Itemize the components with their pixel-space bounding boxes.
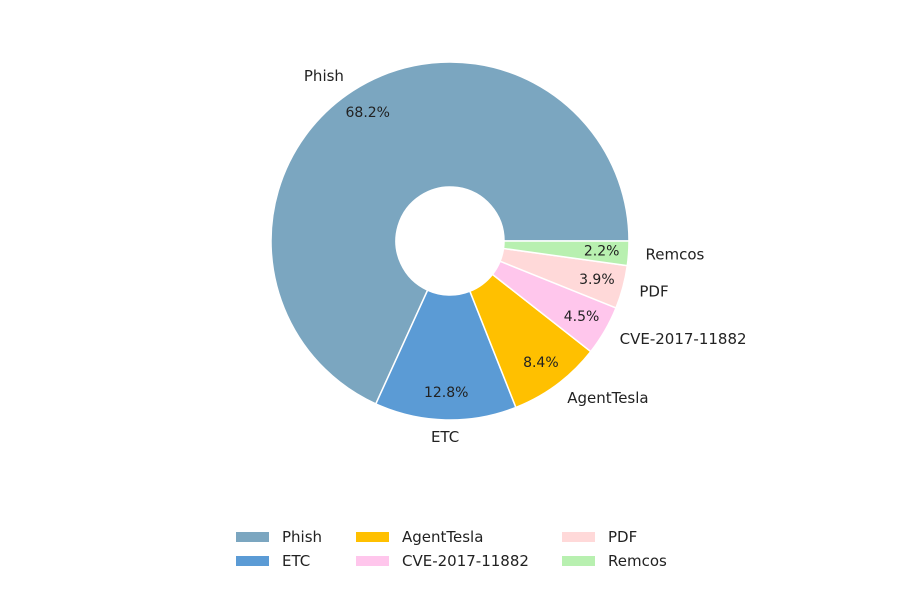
legend-swatch-phish [236, 532, 269, 542]
legend-swatch-cve-2017-11882 [356, 556, 389, 566]
pct-label-etc: 12.8% [424, 385, 468, 401]
pct-label-agenttesla: 8.4% [523, 355, 559, 371]
legend-label-pdf: PDF [608, 528, 637, 546]
pct-label-phish: 68.2% [346, 105, 390, 121]
slice-label-phish: Phish [304, 67, 344, 85]
legend-label-remcos: Remcos [608, 552, 667, 570]
slice-label-agenttesla: AgentTesla [567, 389, 648, 407]
legend-swatch-pdf [562, 532, 595, 542]
legend-entry-phish: Phish [236, 528, 322, 546]
legend-entry-cve-2017-11882: CVE-2017-11882 [356, 552, 529, 570]
legend-swatch-remcos [562, 556, 595, 566]
legend-entry-agenttesla: AgentTesla [356, 528, 483, 546]
legend-label-agenttesla: AgentTesla [402, 528, 483, 546]
legend-label-cve-2017-11882: CVE-2017-11882 [402, 552, 529, 570]
slice-labels: 68.2% Phish 12.8% ETC 8.4% AgentTesla 4.5% CVE-… [304, 67, 747, 446]
legend-entry-remcos: Remcos [562, 552, 667, 570]
slice-label-etc: ETC [431, 428, 459, 446]
slice-label-remcos: Remcos [646, 246, 705, 264]
slice-remcos [502, 240, 630, 267]
legend-entry-etc: ETC [236, 552, 310, 570]
pct-label-remcos: 2.2% [584, 243, 620, 259]
slice-label-pdf: PDF [639, 283, 668, 301]
legend-label-etc: ETC [282, 552, 310, 570]
legend-entry-pdf: PDF [562, 528, 637, 546]
slice-label-cve-2017-11882: CVE-2017-11882 [620, 330, 747, 348]
slice-phish [270, 61, 630, 405]
legend-label-phish: Phish [282, 528, 322, 546]
legend-swatch-agenttesla [356, 532, 389, 542]
pct-label-cve-2017-11882: 4.5% [564, 309, 600, 325]
slice-etc [374, 289, 517, 421]
pct-label-pdf: 3.9% [579, 272, 615, 288]
pie-slices [270, 61, 630, 421]
legend-swatch-etc [236, 556, 269, 566]
legend: Phish ETC AgentTesla CVE-2017-11882 PDF Remco… [236, 528, 667, 570]
